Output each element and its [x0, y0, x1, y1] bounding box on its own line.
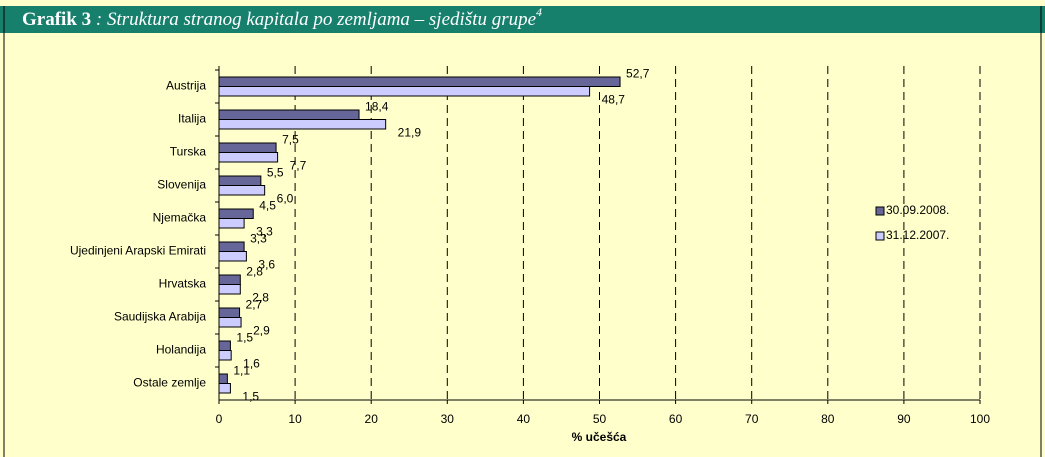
- y-tick-label: Austrija: [166, 79, 206, 93]
- y-tick-label: Turska: [170, 145, 207, 159]
- y-tick-label: Hrvatska: [159, 277, 207, 291]
- data-label: 7,5: [282, 133, 299, 147]
- bar: [218, 307, 241, 318]
- y-tick-label: Ujedinjeni Arapski Emirati: [70, 244, 206, 258]
- data-label: 2,8: [252, 291, 269, 305]
- bar: [218, 251, 247, 262]
- bar: [218, 119, 387, 130]
- data-label: 3,3: [250, 232, 267, 246]
- x-tick-label: 50: [593, 412, 607, 426]
- data-label: 3,6: [258, 258, 275, 272]
- data-label: 4,5: [259, 199, 276, 213]
- y-tick-label: Njemačka: [153, 211, 207, 225]
- data-label: 2,9: [253, 324, 270, 338]
- bar: [218, 185, 266, 196]
- bar: [218, 109, 360, 120]
- title-label: Grafik 3: [22, 9, 91, 30]
- legend-label: 31.12.2007.: [886, 228, 949, 242]
- data-label: 18,4: [365, 100, 389, 114]
- bar: [218, 373, 228, 384]
- data-label: 52,7: [626, 67, 650, 81]
- title-footnote: 4: [536, 5, 542, 19]
- data-label: 6,0: [277, 192, 294, 206]
- data-label: 1,5: [236, 331, 253, 345]
- bar: [218, 284, 241, 295]
- x-tick-label: 10: [288, 412, 302, 426]
- x-tick-label: 70: [745, 412, 759, 426]
- data-label: 7,7: [290, 159, 307, 173]
- x-tick-label: 60: [669, 412, 683, 426]
- bar: [218, 383, 231, 394]
- data-label: 2,7: [246, 298, 263, 312]
- legend-label: 30.09.2008.: [886, 203, 949, 217]
- x-tick-label: 90: [897, 412, 911, 426]
- bar: [218, 76, 621, 87]
- bar: [218, 175, 262, 186]
- bar: [218, 86, 591, 97]
- bar: [218, 218, 245, 229]
- title-text: : Struktura stranog kapitala po zemljama…: [96, 9, 536, 30]
- y-tick-label: Italija: [178, 112, 206, 126]
- legend-swatch: [875, 206, 885, 216]
- data-label: 21,9: [398, 126, 422, 140]
- y-tick-label: Slovenija: [157, 178, 206, 192]
- bar: [218, 208, 254, 219]
- legend-swatch: [875, 231, 885, 241]
- bar: [218, 317, 242, 328]
- y-tick-label: Holandija: [156, 343, 206, 357]
- bar: [218, 152, 279, 163]
- bar: [218, 340, 231, 351]
- data-label: 1,1: [233, 364, 250, 378]
- data-label: 5,5: [267, 166, 284, 180]
- data-label: 2,8: [246, 265, 263, 279]
- data-label: 1,5: [242, 390, 259, 404]
- bar: [218, 241, 245, 252]
- data-label: 48,7: [602, 93, 626, 107]
- x-tick-label: 0: [216, 412, 223, 426]
- data-label: 3,3: [256, 225, 273, 239]
- x-tick-label: 100: [970, 412, 990, 426]
- bar: [218, 142, 277, 153]
- bar: [218, 350, 232, 361]
- x-tick-label: 40: [517, 412, 531, 426]
- bar: [218, 274, 241, 285]
- x-tick-label: 30: [441, 412, 455, 426]
- chart-title: Grafik 3 : Struktura stranog kapitala po…: [22, 5, 542, 31]
- data-label: 1,6: [243, 357, 260, 371]
- header-bar: [0, 6, 1045, 33]
- x-tick-label: 80: [821, 412, 835, 426]
- x-axis-title: % učešća: [572, 430, 627, 444]
- x-tick-label: 20: [365, 412, 379, 426]
- y-tick-label: Ostale zemlje: [133, 376, 206, 390]
- y-tick-label: Saudijska Arabija: [114, 310, 206, 324]
